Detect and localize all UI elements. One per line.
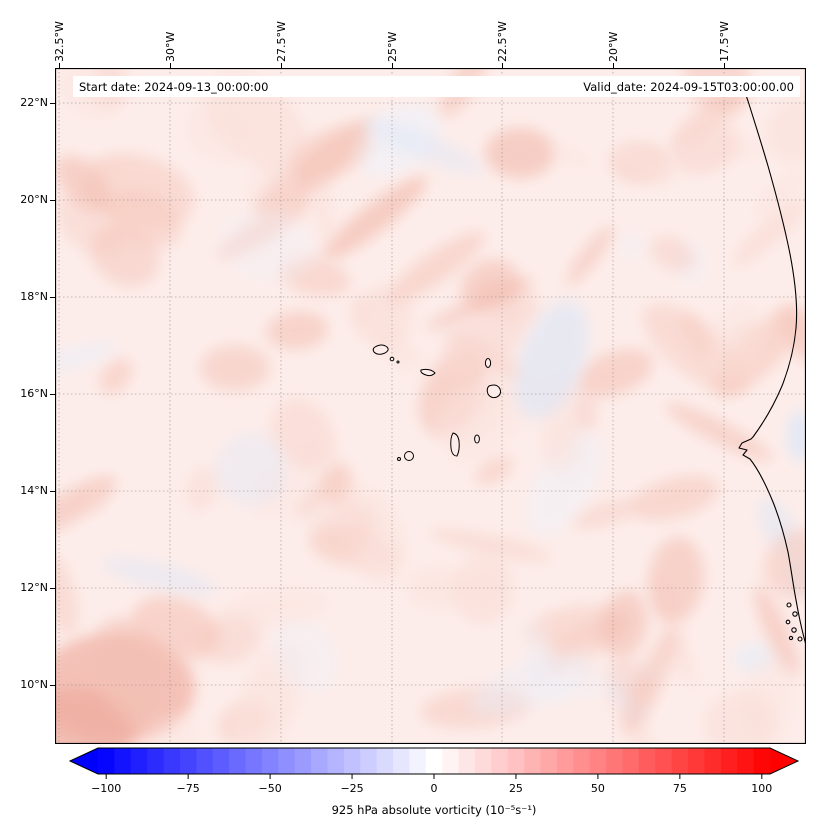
coastal-islands bbox=[785, 602, 803, 642]
colorbar-tick-label: 100 bbox=[751, 782, 772, 795]
colorbar-segment bbox=[688, 748, 706, 774]
vorticity-field bbox=[55, 68, 806, 744]
colorbar-segment bbox=[556, 748, 574, 774]
lon-tick-label: 20°W bbox=[606, 31, 620, 62]
colorbar-segment bbox=[638, 748, 656, 774]
colorbar-segment bbox=[491, 748, 509, 774]
colorbar-segment bbox=[393, 748, 411, 774]
lat-tick-label: 14°N bbox=[20, 484, 48, 497]
vorticity-blob bbox=[733, 643, 777, 673]
plot-border bbox=[55, 68, 806, 744]
colorbar-segment bbox=[229, 748, 247, 774]
colorbar-segment bbox=[720, 748, 738, 774]
colorbar-segment bbox=[671, 748, 689, 774]
colorbar-segment bbox=[540, 748, 558, 774]
start-date-label: Start date: 2024-09-13_00:00:00 bbox=[79, 79, 269, 94]
vorticity-blob bbox=[787, 410, 806, 462]
colorbar-label: 925 hPa absolute vorticity (10⁻⁵s⁻¹) bbox=[332, 803, 537, 817]
lat-tick-label: 10°N bbox=[20, 678, 48, 691]
colorbar-segment bbox=[360, 748, 378, 774]
colorbar-segment bbox=[704, 748, 722, 774]
lon-tick-label: 27.5°W bbox=[274, 21, 288, 62]
gridlines bbox=[55, 68, 806, 744]
lon-tick-label: 32.5°W bbox=[52, 21, 66, 62]
colorbar-segment bbox=[343, 748, 361, 774]
colorbar-tick-label: −25 bbox=[340, 782, 363, 795]
colorbar-tick-label: 75 bbox=[673, 782, 687, 795]
colorbar-outline bbox=[68, 747, 800, 775]
colorbar-segment bbox=[737, 748, 755, 774]
vorticity-blob bbox=[200, 345, 270, 391]
colorbar-over-arrow bbox=[770, 748, 798, 774]
lat-tick-label: 16°N bbox=[20, 387, 48, 400]
colorbar-tick-label: 0 bbox=[431, 782, 438, 795]
colorbar-segment bbox=[573, 748, 591, 774]
lon-tick-label: 25°W bbox=[385, 31, 399, 62]
colorbar-under-arrow bbox=[70, 748, 98, 774]
colorbar-tick-label: 25 bbox=[509, 782, 523, 795]
colorbar-segment bbox=[163, 748, 181, 774]
colorbar-segment bbox=[409, 748, 427, 774]
colorbar-segment bbox=[327, 748, 345, 774]
colorbar-segment bbox=[589, 748, 607, 774]
colorbar-segment bbox=[294, 748, 312, 774]
colorbar-gradient bbox=[68, 747, 800, 775]
lon-tick-label: 30°W bbox=[163, 31, 177, 62]
colorbar-segment bbox=[655, 748, 673, 774]
colorbar-segment bbox=[179, 748, 197, 774]
colorbar-segment bbox=[212, 748, 230, 774]
colorbar-tick-label: 50 bbox=[591, 782, 605, 795]
colorbar-segment bbox=[622, 748, 640, 774]
colorbar-segment bbox=[376, 748, 394, 774]
lat-tick-label: 12°N bbox=[20, 581, 48, 594]
colorbar-segment bbox=[98, 748, 115, 774]
colorbar-segment bbox=[442, 748, 460, 774]
lat-tick-label: 22°N bbox=[20, 96, 48, 109]
colorbar-segment bbox=[261, 748, 279, 774]
lon-tick-label: 17.5°W bbox=[717, 21, 731, 62]
colorbar-segment bbox=[606, 748, 624, 774]
colorbar-segment bbox=[524, 748, 542, 774]
colorbar-segment bbox=[311, 748, 329, 774]
colorbar-segment bbox=[425, 748, 443, 774]
map-overlay bbox=[55, 68, 806, 744]
colorbar-ticks: −100 −75 −50 −25 0 25 50 75 100 bbox=[91, 774, 772, 795]
lon-tick-label: 22.5°W bbox=[495, 21, 509, 62]
vorticity-blob bbox=[485, 128, 555, 178]
cape-verde-islands bbox=[372, 344, 502, 461]
colorbar-segment bbox=[114, 748, 132, 774]
colorbar-tick-label: −50 bbox=[258, 782, 281, 795]
colorbar-segment bbox=[196, 748, 214, 774]
colorbar-segment bbox=[245, 748, 263, 774]
colorbar-segment bbox=[458, 748, 476, 774]
lat-tick-label: 20°N bbox=[20, 193, 48, 206]
valid-date-label: Valid_date: 2024-09-15T03:00:00.00 bbox=[583, 79, 794, 94]
colorbar-segment bbox=[278, 748, 296, 774]
colorbar: −100 −75 −50 −25 0 25 50 75 100 925 hPa absolute… bbox=[68, 747, 800, 817]
lat-tick-label: 18°N bbox=[20, 290, 48, 303]
map-plot-area: Start date: 2024-09-13_00:00:00 Valid_da… bbox=[55, 68, 806, 744]
colorbar-segment bbox=[753, 748, 771, 774]
title-band: Start date: 2024-09-13_00:00:00 Valid_da… bbox=[73, 76, 800, 97]
colorbar-tick-label: −75 bbox=[177, 782, 200, 795]
colorbar-segment bbox=[130, 748, 148, 774]
colorbar-tick-label: −100 bbox=[91, 782, 121, 795]
colorbar-segment bbox=[147, 748, 165, 774]
coastline-africa bbox=[738, 85, 806, 646]
colorbar-segment bbox=[474, 748, 492, 774]
colorbar-segment bbox=[507, 748, 525, 774]
